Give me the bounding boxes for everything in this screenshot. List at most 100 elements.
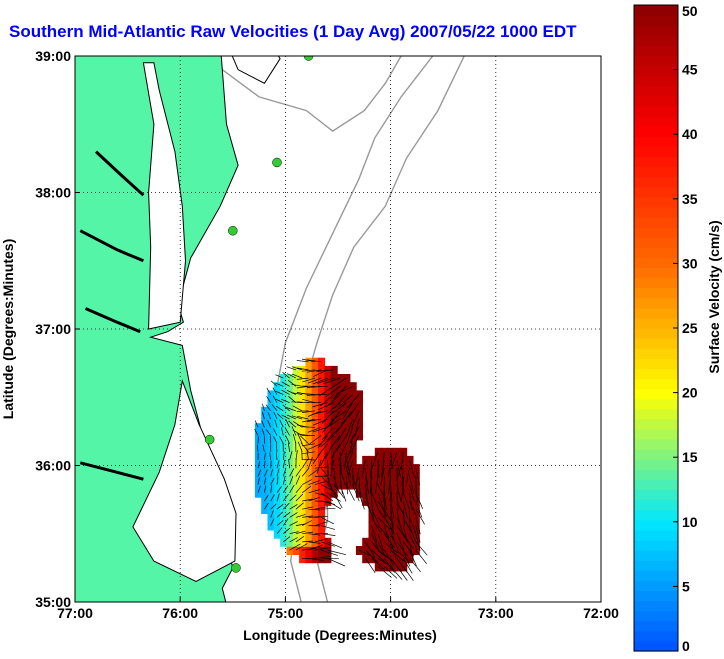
colorbar-segment	[634, 338, 678, 349]
velocity-cell	[280, 431, 288, 441]
velocity-arrow	[286, 389, 297, 395]
velocity-vectors	[254, 358, 428, 581]
colorbar-segment	[634, 85, 678, 97]
velocity-arrow	[365, 549, 379, 563]
velocity-cell	[286, 423, 294, 433]
velocity-arrow	[302, 540, 314, 543]
colorbar-segment	[634, 408, 678, 420]
velocity-arrow	[316, 369, 334, 372]
velocity-arrow	[402, 549, 411, 567]
velocity-arrow	[390, 558, 402, 573]
y-tick-label: 37:00	[35, 321, 71, 337]
velocity-arrow	[262, 444, 265, 452]
velocity-arrow	[282, 468, 287, 477]
velocity-cell	[305, 529, 313, 539]
velocity-cell	[280, 423, 288, 433]
velocity-cell	[311, 423, 319, 433]
colorbar-segment	[634, 428, 678, 440]
velocity-arrow	[325, 386, 341, 398]
velocity-arrow	[270, 485, 273, 493]
velocity-arrow	[273, 436, 278, 444]
velocity-arrow	[276, 493, 280, 502]
velocity-cell	[292, 529, 300, 539]
velocity-arrow	[307, 418, 322, 422]
velocity-arrow	[286, 414, 297, 420]
velocity-cell	[280, 521, 288, 531]
velocity-cell	[267, 521, 275, 531]
velocity-arrow	[327, 557, 346, 567]
colorbar-segment	[634, 459, 678, 470]
velocity-arrow	[279, 419, 284, 428]
velocity-arrow	[292, 434, 297, 444]
velocity-cell	[267, 406, 275, 416]
velocity-arrow	[257, 469, 262, 477]
velocity-cell	[330, 423, 338, 433]
velocity-cell	[286, 488, 294, 498]
velocity-cell	[292, 546, 300, 555]
velocity-arrow	[415, 509, 425, 525]
colorbar-ticks: 0 5 10 15 20 25 30 35 40 45 50	[673, 3, 698, 654]
colorbar-segment	[634, 297, 678, 309]
velocity-arrow	[390, 500, 395, 519]
velocity-arrow	[270, 503, 277, 510]
velocity-cell	[336, 374, 344, 383]
velocity-arrow	[308, 508, 321, 511]
velocity-cell	[349, 447, 357, 457]
velocity-arrow	[401, 468, 404, 486]
velocity-arrow	[289, 468, 295, 477]
velocity-cell	[324, 374, 332, 383]
velocity-arrow	[309, 435, 322, 445]
velocity-cell	[267, 464, 275, 474]
velocity-arrow	[289, 537, 298, 543]
velocity-arrow	[383, 492, 387, 511]
velocity-cell	[330, 365, 338, 375]
velocity-cell	[343, 472, 351, 482]
velocity-cell	[261, 472, 269, 482]
velocity-cell	[299, 488, 307, 498]
velocity-arrow	[376, 468, 379, 486]
velocity-cell	[261, 496, 269, 506]
velocity-cell	[355, 415, 363, 424]
velocity-cell	[349, 431, 357, 441]
velocity-arrow	[321, 427, 335, 441]
velocity-arrow	[308, 533, 321, 536]
velocity-arrow	[321, 549, 339, 556]
velocity-arrow	[348, 402, 360, 418]
velocity-cell	[330, 431, 338, 441]
velocity-arrow	[365, 484, 368, 502]
velocity-arrow	[396, 492, 399, 511]
velocity-cell	[311, 365, 319, 375]
colorbar-segment	[634, 25, 678, 36]
velocity-arrow	[349, 427, 360, 443]
colorbar-segment	[634, 499, 678, 511]
velocity-cell	[318, 455, 326, 465]
river	[94, 150, 145, 197]
velocity-cell	[324, 382, 332, 392]
velocity-cell	[299, 455, 307, 465]
velocity-cell	[286, 496, 294, 506]
velocity-arrow	[352, 476, 359, 494]
velocity-arrow	[269, 452, 272, 461]
velocity-arrow	[383, 525, 390, 543]
inland-water	[142, 62, 187, 330]
velocity-cell	[311, 546, 319, 555]
velocity-cell	[330, 447, 338, 457]
velocity-arrow	[343, 402, 354, 419]
velocity-arrow	[390, 517, 395, 535]
velocity-arrow	[293, 421, 303, 428]
velocity-cell	[299, 382, 307, 392]
y-tick-label: 39:00	[35, 48, 71, 64]
velocity-cell	[412, 464, 420, 474]
colorbar-segment	[634, 105, 678, 117]
velocity-cell	[273, 464, 281, 474]
velocity-arrow	[307, 443, 322, 450]
velocity-arrow	[311, 385, 328, 388]
velocity-arrow	[292, 373, 303, 379]
velocity-arrow	[402, 476, 405, 494]
velocity-cell	[267, 505, 275, 515]
velocity-cell	[324, 423, 332, 433]
velocity-arrow	[273, 411, 278, 420]
colorbar-segment	[634, 277, 678, 289]
velocity-arrow	[409, 533, 418, 550]
velocity-arrow	[396, 566, 408, 581]
